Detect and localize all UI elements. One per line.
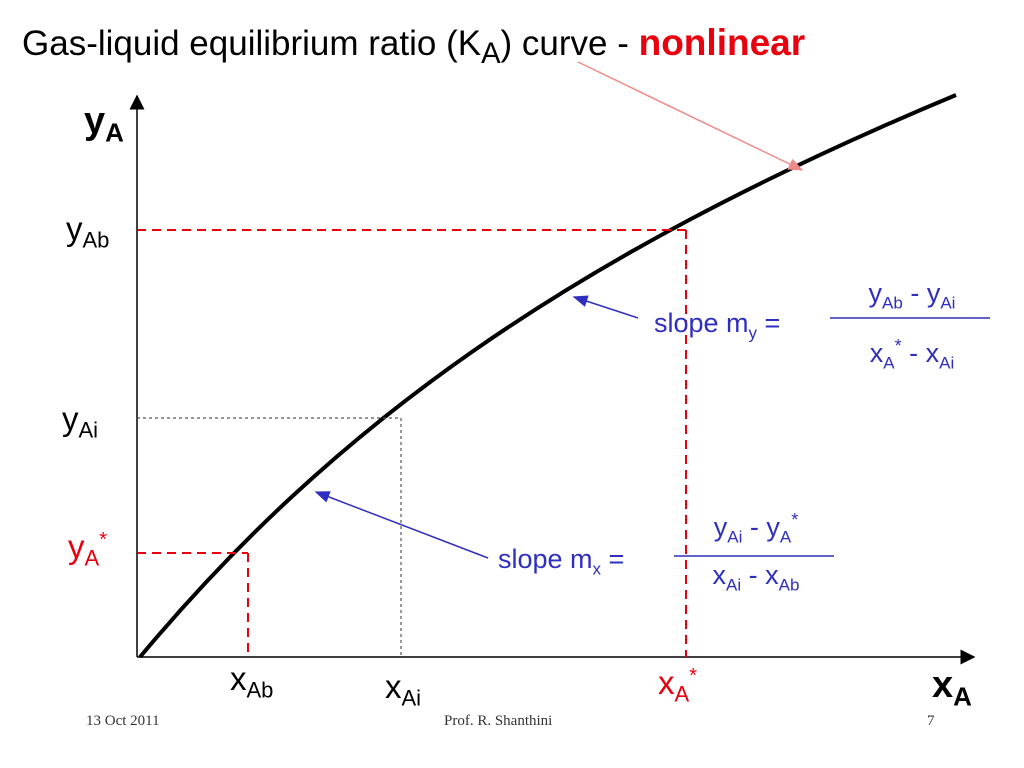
y-ai-label: yAi — [62, 400, 99, 443]
footer-author: Prof. R. Shanthini — [444, 713, 553, 729]
slope-my-label: slope my = — [654, 308, 781, 343]
page-title: Gas-liquid equilibrium ratio (KA) curve … — [22, 22, 806, 70]
slope-mx-denominator: xAi - xAb — [712, 560, 800, 595]
title-emphasis: nonlinear — [638, 22, 806, 63]
footer-page-number: 7 — [927, 713, 935, 729]
x-a-star-label: xA* — [658, 664, 697, 707]
title-pointer-arrow — [577, 61, 804, 171]
slope-mx-label: slope mx = — [498, 544, 625, 579]
x-ai-label: xAi — [385, 668, 422, 711]
x-ab-label: xAb — [230, 660, 274, 703]
x-axis-label: xA — [932, 664, 972, 712]
slope-mx-numerator: yAi - yA* — [713, 510, 799, 547]
slope-my-denominator: xA* - xAi — [869, 336, 955, 373]
y-ab-label: yAb — [66, 210, 110, 253]
slope-mx-arrow — [314, 491, 489, 559]
y-axis-label: yA — [84, 100, 124, 148]
slope-my-numerator: yAb - yAi — [868, 278, 956, 313]
y-a-star-label: yA* — [68, 528, 107, 571]
slope-my-arrow — [572, 295, 639, 319]
footer-date: 13 Oct 2011 — [86, 713, 160, 729]
